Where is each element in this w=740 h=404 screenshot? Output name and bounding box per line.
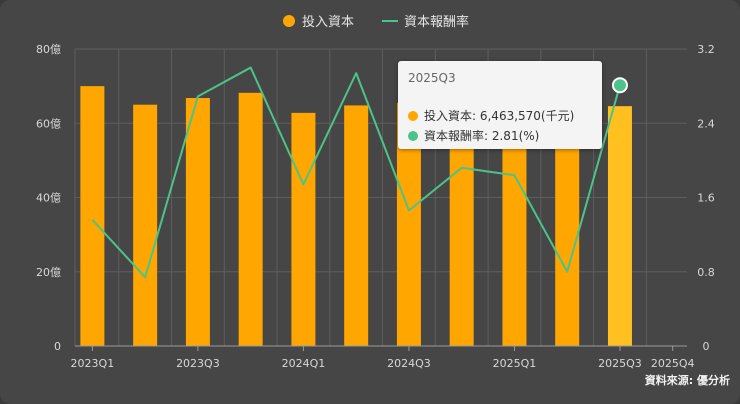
legend-bar-marker xyxy=(283,15,295,27)
x-tick-label: 2025Q3 xyxy=(598,357,642,370)
bar-invested-capital[interactable] xyxy=(607,106,632,346)
x-tick-label: 2024Q1 xyxy=(282,357,326,370)
tooltip-line-dot xyxy=(408,130,418,141)
bar-invested-capital[interactable] xyxy=(133,104,158,346)
y-right-tick-label: 1.6 xyxy=(697,192,715,205)
tooltip: 2025Q3 投入資本: 6,463,570(千元) 資本報酬率: 2.81(%… xyxy=(398,61,602,149)
y-left-tick-label: 0 xyxy=(54,340,61,353)
tooltip-row-capital: 投入資本: 6,463,570(千元) xyxy=(408,107,574,124)
y-left-tick-label: 40億 xyxy=(36,192,61,205)
tooltip-bar-dot xyxy=(408,110,418,121)
bar-invested-capital[interactable] xyxy=(238,92,263,347)
tooltip-title: 2025Q3 xyxy=(408,71,456,85)
bar-invested-capital[interactable] xyxy=(291,112,316,346)
x-tick-label: 2024Q3 xyxy=(387,357,431,370)
y-right-tick-label: 2.4 xyxy=(697,117,715,130)
y-right-tick-label: 3.2 xyxy=(697,43,715,56)
bar-invested-capital[interactable] xyxy=(344,105,369,347)
legend-bar-label[interactable]: 投入資本 xyxy=(302,14,354,30)
bar-invested-capital[interactable] xyxy=(502,121,527,346)
line-roic[interactable] xyxy=(91,66,621,279)
y-right-tick-label: 0.8 xyxy=(697,266,715,279)
x-tick-label: 2023Q1 xyxy=(71,357,115,370)
bar-invested-capital[interactable] xyxy=(185,98,210,346)
x-tick-label: 2023Q3 xyxy=(176,357,220,370)
x-tick-label: 2025Q4 xyxy=(651,357,695,370)
legend-line-label[interactable]: 資本報酬率 xyxy=(404,14,469,30)
y-left-tick-label: 60億 xyxy=(36,117,61,130)
source-note: 資料來源: 優分析 xyxy=(645,373,730,387)
y-left-tick-label: 80億 xyxy=(36,43,61,56)
y-left-tick-label: 20億 xyxy=(36,266,61,279)
x-tick-label: 2025Q1 xyxy=(493,357,537,370)
tooltip-row-roic: 資本報酬率: 2.81(%) xyxy=(408,127,539,144)
bar-invested-capital[interactable] xyxy=(80,86,105,346)
line-point-highlight[interactable] xyxy=(611,77,628,94)
tooltip-roic-text: 資本報酬率: 2.81(%) xyxy=(424,129,540,143)
tooltip-capital-text: 投入資本: 6,463,570(千元) xyxy=(424,109,575,123)
y-right-tick-label: 0 xyxy=(703,340,710,353)
